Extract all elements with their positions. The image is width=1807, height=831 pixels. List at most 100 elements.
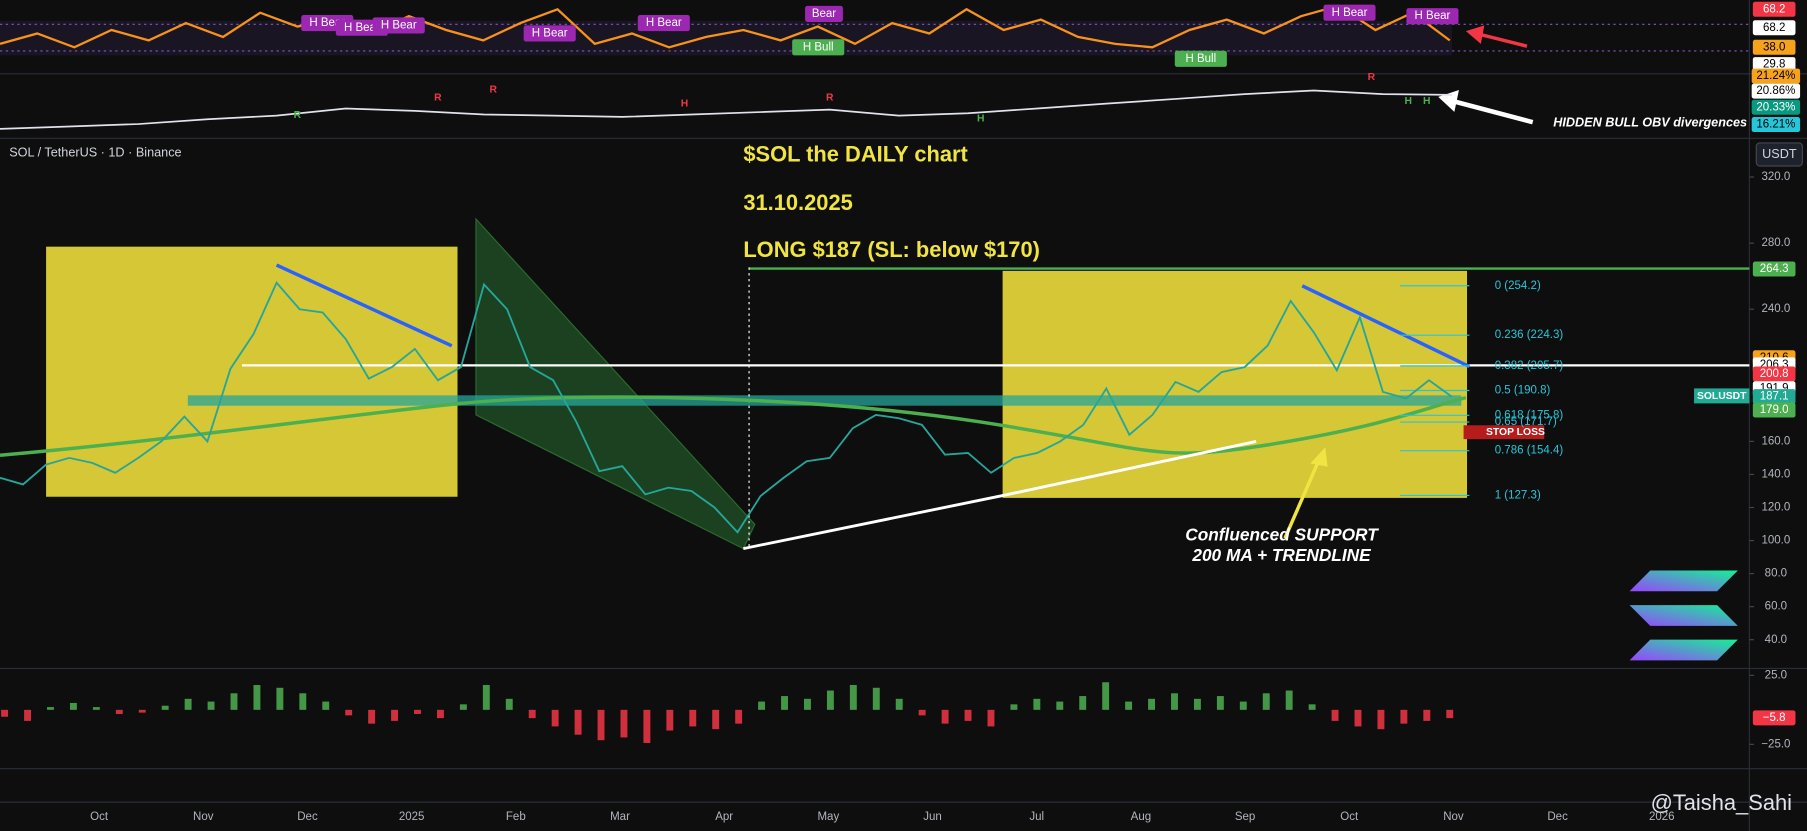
currency-label[interactable]: USDT	[1762, 147, 1797, 161]
histogram-bar	[1193, 698, 1201, 710]
obv-note: HIDDEN BULL OBV divergences	[1553, 116, 1747, 130]
divergence-marker: R	[826, 93, 834, 104]
y-tick-label: 25.0	[1765, 669, 1787, 681]
price-tag-label: 264.3	[1760, 263, 1789, 275]
histogram-bar	[987, 709, 995, 727]
histogram-bar	[505, 698, 513, 710]
price-tag-label: 179.0	[1760, 404, 1789, 416]
divergence-label: H Bear	[1332, 7, 1368, 19]
divergence-marker: R	[434, 93, 442, 104]
divergence-label: H Bull	[803, 41, 834, 53]
histogram-bar	[345, 709, 353, 716]
x-tick-label: Mar	[610, 811, 630, 823]
histogram-bar	[758, 701, 766, 710]
x-tick-label: Nov	[1443, 811, 1464, 823]
histogram-bar	[1216, 696, 1224, 710]
price-tag-box	[1752, 389, 1796, 405]
histogram-bar	[1010, 704, 1018, 710]
fib-label: 0 (254.2)	[1495, 280, 1541, 292]
histogram-bar	[207, 701, 215, 710]
x-tick-label: Dec	[1547, 811, 1568, 823]
zone-box	[46, 246, 458, 497]
divergence-label: Bear	[812, 8, 836, 20]
divergence-box	[1323, 4, 1376, 21]
fib-label: 0.5 (190.8)	[1495, 385, 1551, 397]
histogram-bar	[1400, 709, 1408, 724]
histogram-bar	[620, 709, 628, 738]
divergence-box	[805, 5, 843, 22]
histogram-bar	[69, 702, 77, 710]
histogram-bar	[597, 709, 605, 741]
y-tick-label: 280.0	[1761, 237, 1790, 249]
divergence-marker: H	[1405, 96, 1412, 107]
histogram-bar	[482, 685, 490, 710]
x-tick-label: Oct	[1340, 811, 1359, 823]
support-band	[187, 395, 1462, 406]
x-tick-label: Sep	[1235, 811, 1256, 823]
price-tag-label: 29.8	[1763, 59, 1785, 71]
arrow	[1283, 458, 1322, 539]
histogram-bar	[1285, 690, 1293, 710]
annotation-title: $SOL the DAILY chart	[743, 141, 968, 166]
series-line	[0, 89, 1453, 130]
histogram-bar	[1423, 709, 1431, 721]
series-line	[0, 281, 1453, 534]
divergence-marker: R	[294, 110, 302, 121]
y-tick-label: 100.0	[1761, 535, 1790, 547]
stop-loss-box	[1463, 425, 1545, 440]
histogram-bar	[414, 709, 421, 714]
support-trendline	[743, 440, 1257, 551]
histogram-bar	[161, 705, 169, 710]
y-tick-label: −25.0	[1761, 738, 1790, 750]
annotation-support: Confluenced SUPPORT	[1185, 524, 1379, 544]
zone-box	[1002, 270, 1468, 498]
x-tick-label: Dec	[297, 811, 318, 823]
x-tick-label: Jul	[1029, 811, 1044, 823]
y-tick-label: 60.0	[1765, 601, 1787, 613]
histogram-bar	[1056, 701, 1064, 710]
x-tick-label: May	[817, 811, 839, 823]
currency-button[interactable]	[1755, 142, 1803, 167]
histogram-bar	[459, 704, 467, 710]
x-tick-label: Jun	[923, 811, 942, 823]
arrow-head	[1465, 25, 1485, 44]
histogram-bar	[1308, 704, 1316, 710]
y-tick-label: 120.0	[1761, 502, 1790, 514]
trendline	[1301, 284, 1471, 369]
histogram-bar	[826, 690, 834, 710]
price-tag-label: 20.86%	[1756, 85, 1795, 97]
histogram-bar	[276, 687, 284, 710]
annotation-support: 200 MA + TRENDLINE	[1191, 545, 1371, 565]
histogram-bar	[1354, 709, 1362, 727]
price-tag-label: 68.2	[1763, 3, 1785, 15]
x-tick-label: Aug	[1131, 811, 1152, 823]
price-tag-label: 20.33%	[1756, 101, 1795, 113]
divergence-label: H Bear	[646, 17, 682, 29]
price-tag-box	[1752, 1, 1796, 17]
y-tick-label: 240.0	[1761, 303, 1790, 315]
price-tag-label: 16.21%	[1756, 119, 1795, 131]
divergence-marker: R	[1368, 72, 1376, 83]
histogram-bar	[391, 709, 399, 721]
x-tick-label: Nov	[193, 811, 214, 823]
histogram-bar	[1, 709, 9, 717]
price-tag-box	[1752, 366, 1796, 382]
histogram-bar	[804, 698, 811, 710]
symbol-label: SOL / TetherUS · 1D · Binance	[9, 146, 181, 160]
fib-label: 0.65 (171.7)	[1495, 416, 1557, 428]
histogram-bar	[230, 693, 238, 710]
x-tick-label: Apr	[715, 811, 733, 823]
y-tick-label: 320.0	[1761, 171, 1790, 183]
histogram-bar	[1079, 696, 1087, 710]
histogram-bar	[1239, 701, 1247, 710]
histogram-bar	[781, 696, 788, 710]
watermark: @Taisha_Sahi	[1651, 790, 1792, 815]
histogram-bar	[47, 707, 54, 710]
ma-200	[0, 395, 1467, 457]
histogram-bar	[574, 709, 582, 735]
x-tick-label: Oct	[90, 811, 109, 823]
fib-label: 0.786 (154.4)	[1495, 445, 1564, 457]
y-tick-label: 140.0	[1761, 469, 1790, 481]
histogram-bar	[115, 709, 123, 714]
